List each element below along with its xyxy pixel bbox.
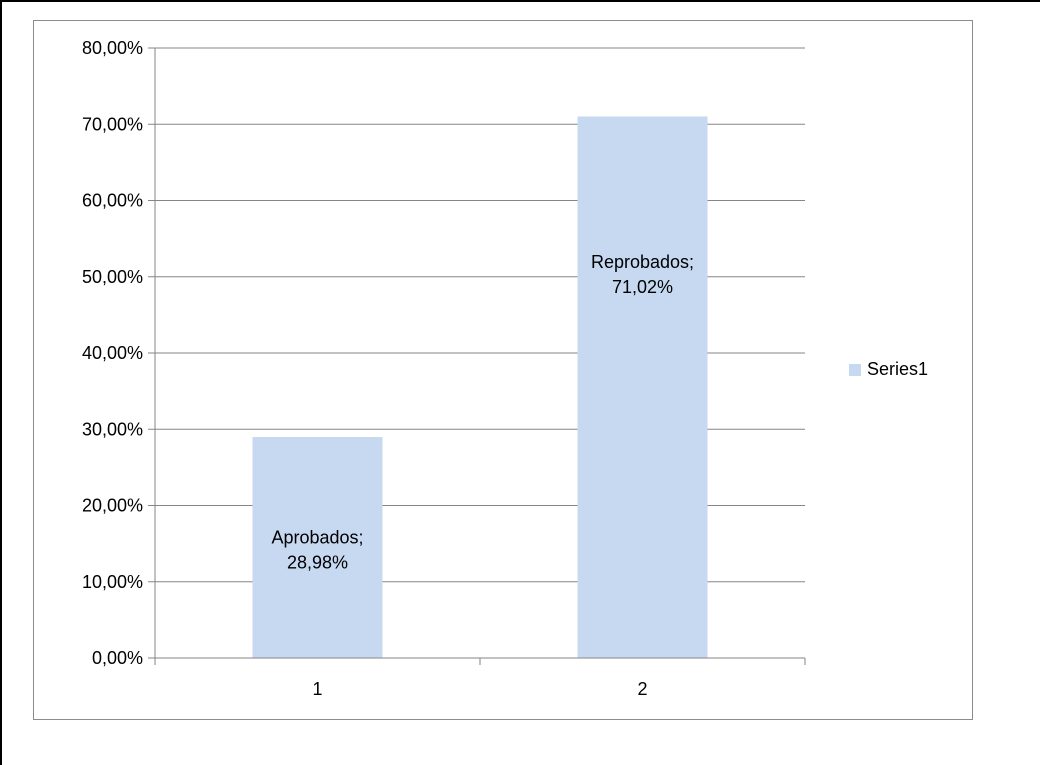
bars [252,116,708,658]
y-tick-labels: 0,00% 10,00% 20,00% 30,00% 40,00% 50,00% 60,00… [82,38,143,668]
legend-label: Series1 [867,359,928,379]
y-tick-label: 20,00% [82,496,143,516]
y-tick-label: 70,00% [82,114,143,134]
bar-2 [577,116,708,658]
bar-chart: 0,00% 10,00% 20,00% 30,00% 40,00% 50,00% 60,00… [82,38,928,699]
x-tick-label: 1 [312,679,322,699]
data-label: Reprobados; 71,02% [591,252,694,297]
y-tick-label: 40,00% [82,343,143,363]
legend: Series1 [849,359,928,379]
legend-swatch [849,364,861,376]
x-tick-label: 2 [637,679,647,699]
axes [148,47,806,665]
chart-frame: 0,00% 10,00% 20,00% 30,00% 40,00% 50,00% 60,00… [33,20,973,720]
y-tick-label: 80,00% [82,38,143,58]
data-label: Aprobados; 28,98% [271,528,363,573]
y-tick-label: 30,00% [82,419,143,439]
y-tick-label: 10,00% [82,572,143,592]
data-labels: Aprobados; 28,98% Reprobados; 71,02% [271,252,694,572]
y-tick-label: 60,00% [82,191,143,211]
bar-1 [252,437,383,658]
y-tick-label: 50,00% [82,267,143,287]
y-tick-label: 0,00% [92,648,143,668]
